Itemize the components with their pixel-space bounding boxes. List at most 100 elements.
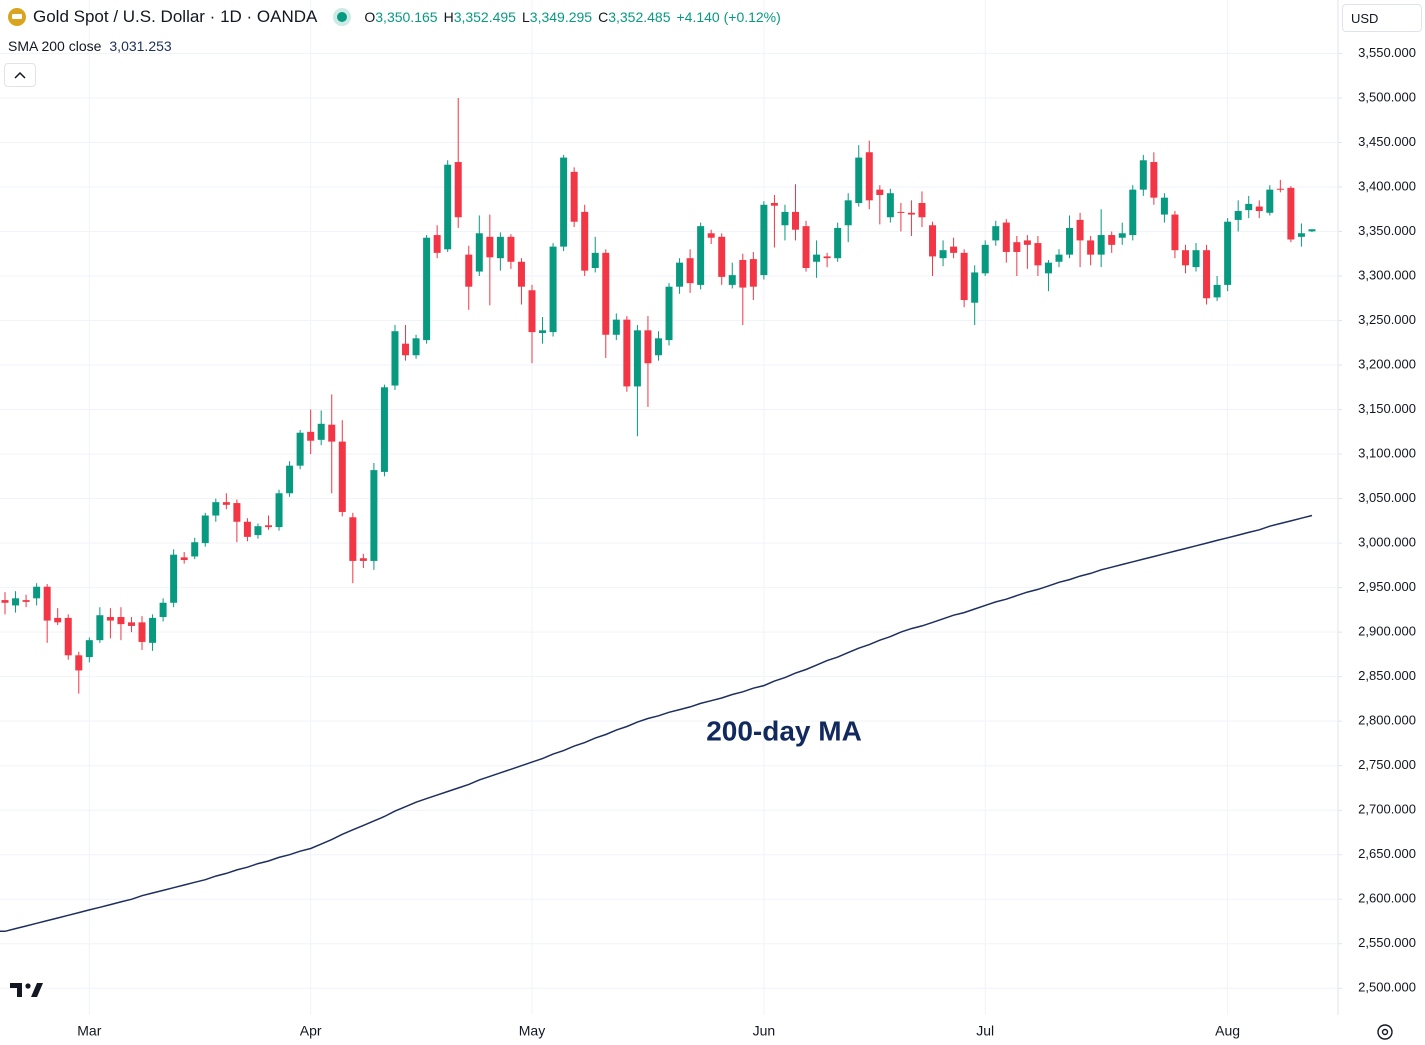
change: +4.140 (+0.12%) <box>676 9 781 25</box>
candle-body <box>1013 242 1021 252</box>
candle-body <box>444 164 452 250</box>
candle-body <box>886 193 894 218</box>
candle-body <box>971 272 979 303</box>
y-tick-label: 2,900.000 <box>1358 624 1416 639</box>
candle-body <box>170 554 178 603</box>
y-tick-label: 3,100.000 <box>1358 446 1416 461</box>
candle-body <box>686 258 694 284</box>
candle-body <box>1108 235 1116 245</box>
candle-body <box>939 250 947 259</box>
candle-body <box>201 515 209 544</box>
candle-body <box>1297 233 1305 237</box>
candle-body <box>1118 233 1126 238</box>
candle-body <box>813 254 821 262</box>
symbol-icon <box>8 8 26 26</box>
candle-body <box>465 254 473 287</box>
candle-body <box>855 157 863 203</box>
candle-body <box>412 338 420 356</box>
candle-body <box>1087 240 1095 255</box>
candle-body <box>370 470 378 561</box>
y-tick-label: 3,450.000 <box>1358 134 1416 149</box>
candle-body <box>180 557 188 561</box>
indicator-name[interactable]: SMA 200 close <box>8 38 102 54</box>
candle-body <box>54 617 62 623</box>
x-tick-label: Jun <box>753 1023 776 1039</box>
candle-body <box>960 252 968 301</box>
candle-body <box>929 225 937 257</box>
settings-icon[interactable] <box>1377 1024 1393 1040</box>
candle-body <box>349 517 357 561</box>
candle-body <box>212 502 220 516</box>
candle-body <box>792 211 799 230</box>
candle-body <box>117 617 125 625</box>
symbol-row: Gold Spot / U.S. Dollar · 1D · OANDA O 3,… <box>8 5 781 29</box>
y-tick-label: 2,800.000 <box>1358 713 1416 728</box>
candle-body <box>823 256 831 259</box>
market-status <box>337 12 348 22</box>
candle-body <box>633 330 641 387</box>
candle-body <box>844 200 852 226</box>
candle-body <box>359 558 367 561</box>
candle-body <box>539 330 547 333</box>
candle-body <box>1213 284 1221 298</box>
candle-body <box>549 246 557 333</box>
candle-body <box>159 602 167 618</box>
collapse-icon <box>14 71 26 79</box>
candle-body <box>33 586 41 599</box>
candle-body <box>22 600 30 602</box>
candle-body <box>1150 162 1158 198</box>
y-tick-label: 3,050.000 <box>1358 490 1416 505</box>
candle-body <box>1234 211 1242 220</box>
candle-body <box>138 622 146 642</box>
y-tick-label: 2,750.000 <box>1358 757 1416 772</box>
candle-body <box>770 203 778 206</box>
candle-body <box>423 237 431 341</box>
candle-body <box>296 432 304 466</box>
candle-body <box>1192 250 1200 268</box>
y-tick-label: 2,500.000 <box>1358 980 1416 995</box>
legend-key: C <box>598 9 609 25</box>
y-tick-label: 3,550.000 <box>1358 45 1416 60</box>
candle-body <box>380 387 388 472</box>
y-tick-label: 3,000.000 <box>1358 535 1416 550</box>
candle-body <box>950 246 958 253</box>
candle-body <box>718 236 726 277</box>
candle-body <box>496 236 504 259</box>
legend-key: L <box>521 9 530 25</box>
candle-body <box>254 526 262 536</box>
candle-body <box>1129 189 1137 236</box>
candle-body <box>781 211 789 226</box>
legend-value: 3,352.485 <box>608 9 671 25</box>
candle-body <box>96 615 104 641</box>
y-tick-label: 3,250.000 <box>1358 312 1416 327</box>
candle-body <box>1266 189 1274 213</box>
candle-body <box>454 162 462 218</box>
candle-body <box>802 226 810 268</box>
y-tick-label: 3,200.000 <box>1358 356 1416 371</box>
legend-key: O <box>364 9 376 25</box>
candle-body <box>570 171 578 222</box>
y-tick-label: 2,950.000 <box>1358 579 1416 594</box>
y-tick-label: 2,700.000 <box>1358 802 1416 817</box>
currency-button[interactable]: USD <box>1342 4 1422 32</box>
candle-body <box>1308 229 1316 232</box>
x-tick-label: Jul <box>976 1023 994 1039</box>
candle-body <box>1 600 9 603</box>
collapse-button[interactable] <box>4 63 36 87</box>
candle-body <box>433 235 441 253</box>
candle-body <box>12 598 20 606</box>
candle-body <box>1044 262 1052 274</box>
candle-body <box>149 617 157 643</box>
annotation: 200-day MA <box>706 715 862 746</box>
x-tick-label: Apr <box>300 1023 322 1039</box>
y-tick-label: 3,150.000 <box>1358 401 1416 416</box>
sma-line <box>0 514 1313 933</box>
candle-body <box>834 227 842 259</box>
candle-body <box>1055 254 1063 262</box>
symbol-title[interactable]: Gold Spot / U.S. Dollar · 1D · OANDA <box>33 7 318 26</box>
candle-body <box>75 655 83 671</box>
candle-body <box>992 226 1000 241</box>
candle-body <box>517 261 525 287</box>
y-tick-label: 2,550.000 <box>1358 935 1416 950</box>
